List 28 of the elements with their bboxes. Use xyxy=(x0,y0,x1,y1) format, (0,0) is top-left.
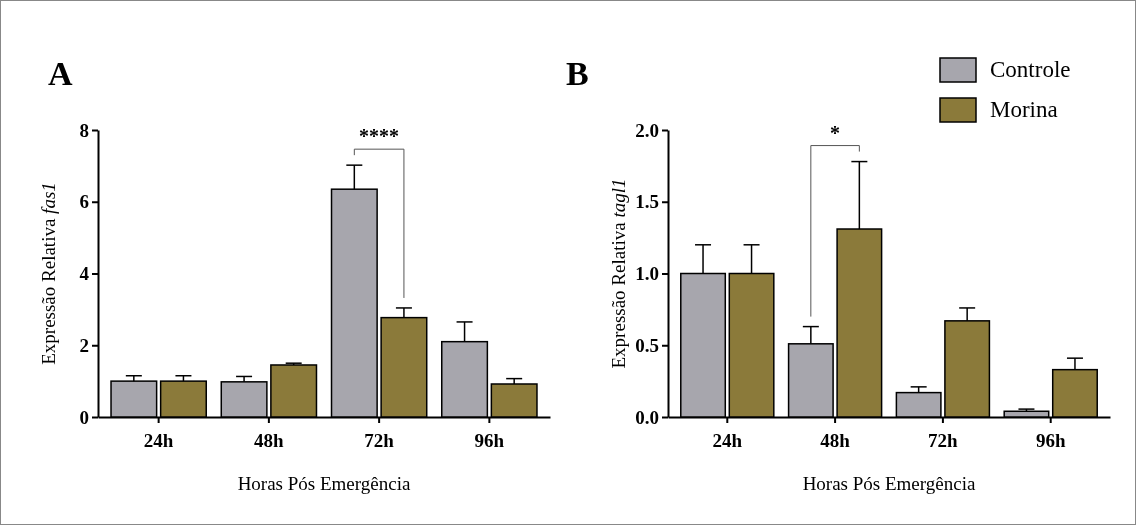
chart-title: A xyxy=(48,55,73,92)
x-tick-label: 24h xyxy=(712,429,743,451)
y-tick-label: 6 xyxy=(79,191,89,213)
y-tick-label: 0.0 xyxy=(635,406,659,428)
annotation: * xyxy=(830,121,841,144)
y-axis-title: Expressão Relativa tagl1 xyxy=(608,178,629,369)
chart-title: B xyxy=(566,55,589,92)
x-tick-label: 72h xyxy=(928,429,959,451)
y-tick-label: 0 xyxy=(79,406,89,428)
y-tick-label: 2 xyxy=(79,334,89,356)
y-tick-label: 1.5 xyxy=(635,191,659,213)
x-tick-label: 48h xyxy=(254,429,285,451)
y-axis-title: Expressão Relativa fas1 xyxy=(38,182,59,365)
y-tick-label: 1.0 xyxy=(635,263,659,285)
x-tick-label: 96h xyxy=(474,429,505,451)
y-tick-label: 0.5 xyxy=(635,334,659,356)
x-tick-label: 96h xyxy=(1035,429,1066,451)
annotation: **** xyxy=(359,125,400,148)
y-tick-label: 2.0 xyxy=(635,119,659,141)
y-tick-label: 4 xyxy=(79,263,90,285)
y-tick-label: 8 xyxy=(79,119,89,141)
x-tick-label: 72h xyxy=(364,429,395,451)
legend-label: Morina xyxy=(990,97,1058,122)
x-axis-title: Horas Pós Emergência xyxy=(802,473,976,494)
x-tick-label: 48h xyxy=(820,429,851,451)
legend-label: Controle xyxy=(990,57,1071,82)
x-axis-title: Horas Pós Emergência xyxy=(237,473,411,494)
x-tick-label: 24h xyxy=(143,429,174,451)
